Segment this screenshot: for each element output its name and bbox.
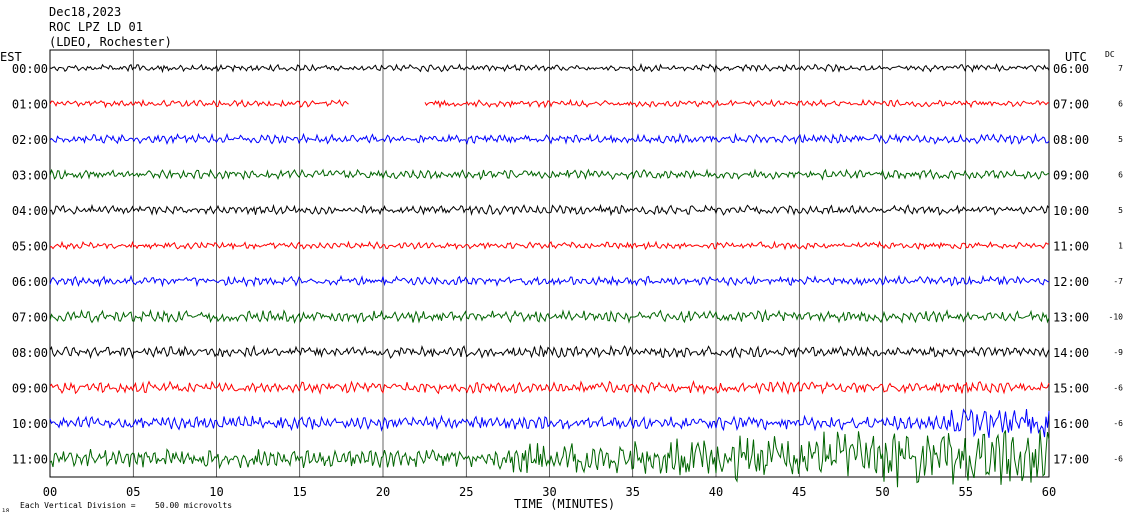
- x-tick-label: 35: [626, 485, 640, 499]
- trace-0200: [49, 132, 1050, 146]
- right-timezone-label: UTC: [1065, 50, 1087, 64]
- seismic-traces: [49, 62, 1050, 488]
- trace-1000: [49, 408, 1050, 438]
- dc-label: -7: [1113, 277, 1123, 286]
- x-tick-label: 60: [1042, 485, 1056, 499]
- x-axis-tick-labels: 00 05 10 15 20 25 30 35 40 45 50 55 60: [43, 485, 1056, 499]
- utc-label: 09:00: [1053, 169, 1089, 183]
- utc-label: 07:00: [1053, 98, 1089, 112]
- dc-label: 1: [1118, 242, 1123, 251]
- scale-footnote-value: 50.00 microvolts: [155, 501, 232, 510]
- utc-label: 13:00: [1053, 311, 1089, 325]
- dc-offset-labels: 7 6 5 6 5 1 -7 -10 -9 -6 -6 -6: [1109, 64, 1124, 464]
- est-label: 10:00: [12, 417, 48, 431]
- dc-label: 7: [1118, 64, 1123, 73]
- utc-label: 16:00: [1053, 417, 1089, 431]
- est-label: 08:00: [12, 346, 48, 360]
- chart-title: Dec18,2023 ROC LPZ LD 01 (LDEO, Rocheste…: [49, 5, 172, 49]
- dc-label: 5: [1118, 206, 1123, 215]
- x-tick-label: 40: [709, 485, 723, 499]
- dc-label: -10: [1109, 313, 1124, 322]
- x-tick-label: 15: [293, 485, 307, 499]
- trace-0500: [49, 240, 1050, 251]
- utc-label: 14:00: [1053, 346, 1089, 360]
- est-label: 07:00: [12, 311, 48, 325]
- est-label: 03:00: [12, 169, 48, 183]
- x-tick-label: 00: [43, 485, 57, 499]
- est-label: 06:00: [12, 275, 48, 289]
- title-date: Dec18,2023: [49, 5, 121, 19]
- trace-0400: [49, 203, 1050, 217]
- utc-label: 08:00: [1053, 133, 1089, 147]
- trace-0300: [49, 168, 1050, 181]
- dc-label: 5: [1118, 135, 1123, 144]
- est-hour-labels: 00:00 01:00 02:00 03:00 04:00 05:00 06:00 07:00…: [12, 62, 48, 467]
- est-label: 02:00: [12, 133, 48, 147]
- trace-0100: [49, 98, 1050, 109]
- corner-mark: ıя: [2, 507, 9, 514]
- est-label: 00:00: [12, 62, 48, 76]
- utc-hour-labels: 06:00 07:00 08:00 09:00 10:00 11:00 12:00 13:00…: [1053, 62, 1089, 467]
- scale-footnote-prefix: Each Vertical Division =: [20, 501, 136, 510]
- x-tick-label: 30: [542, 485, 556, 499]
- trace-1100: [49, 429, 1050, 488]
- x-tick-label: 55: [959, 485, 973, 499]
- trace-0800: [49, 344, 1050, 360]
- x-tick-label: 25: [459, 485, 473, 499]
- est-label: 01:00: [12, 98, 48, 112]
- dc-label: -6: [1113, 455, 1123, 464]
- dc-label: -6: [1113, 384, 1123, 393]
- dc-label: -9: [1113, 348, 1123, 357]
- title-network: (LDEO, Rochester): [49, 35, 172, 49]
- x-tick-label: 05: [126, 485, 140, 499]
- x-tick-label: 45: [792, 485, 806, 499]
- title-station: ROC LPZ LD 01: [49, 20, 143, 34]
- x-tick-label: 50: [875, 485, 889, 499]
- trace-0700: [49, 308, 1050, 324]
- x-tick-label: 20: [376, 485, 390, 499]
- dc-label: 6: [1118, 171, 1123, 180]
- est-label: 11:00: [12, 453, 48, 467]
- utc-label: 06:00: [1053, 62, 1089, 76]
- x-axis-title: TIME (MINUTES): [514, 497, 615, 511]
- trace-0000: [49, 62, 1050, 74]
- utc-label: 15:00: [1053, 382, 1089, 396]
- left-timezone-label: EST: [0, 50, 22, 64]
- dc-offset-header: DC: [1105, 50, 1115, 59]
- utc-label: 17:00: [1053, 453, 1089, 467]
- est-label: 09:00: [12, 382, 48, 396]
- trace-0600: [49, 274, 1050, 288]
- dc-label: -6: [1113, 419, 1123, 428]
- vertical-gridlines: [49, 50, 1050, 477]
- dc-label: 6: [1118, 100, 1123, 109]
- est-label: 04:00: [12, 204, 48, 218]
- trace-0900: [49, 380, 1050, 395]
- utc-label: 12:00: [1053, 275, 1089, 289]
- utc-label: 11:00: [1053, 240, 1089, 254]
- est-label: 05:00: [12, 240, 48, 254]
- utc-label: 10:00: [1053, 204, 1089, 218]
- x-tick-label: 10: [209, 485, 223, 499]
